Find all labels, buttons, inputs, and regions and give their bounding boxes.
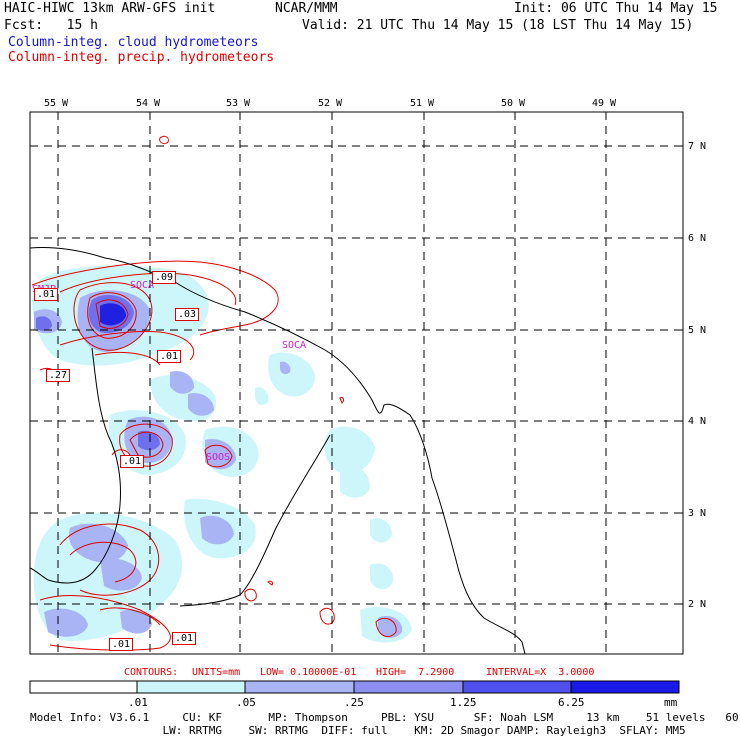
contour-label: .01 (34, 288, 59, 301)
colorbar-unit: mm (664, 696, 678, 709)
contour-label: .27 (46, 369, 71, 382)
lat-label: 4 N (688, 416, 707, 427)
lon-label: 49 W (592, 98, 617, 109)
colorbar-tick: .05 (236, 696, 256, 709)
contour-label: .01 (109, 638, 134, 651)
contour-label: .03 (175, 308, 200, 321)
lon-label: 54 W (136, 98, 161, 109)
lon-label: 55 W (44, 98, 69, 109)
lon-label: 53 W (226, 98, 251, 109)
lat-label: 3 N (688, 508, 707, 519)
colorbar (29, 680, 680, 694)
lon-label: 52 W (318, 98, 343, 109)
axis-ticks (57, 112, 683, 605)
lat-label: 7 N (688, 141, 707, 152)
colorbar-bin-1 (136, 680, 246, 694)
contour-interval: INTERVAL=X 3.0000 (486, 667, 595, 678)
contour-label: .01 (172, 632, 197, 645)
colorbar-tick: 1.25 (450, 696, 477, 709)
contour-high: HIGH= 7.2900 (376, 667, 455, 678)
field-precip-label: Column-integ. precip. hydrometeors (8, 50, 275, 65)
lon-label: 50 W (501, 98, 526, 109)
forecast-hour: Fcst: 15 h (4, 18, 98, 33)
colorbar-tick: .25 (344, 696, 364, 709)
contour-label: .01 (120, 455, 145, 468)
station-label: SOCA (130, 280, 155, 291)
contour-units: UNITS=mm (192, 667, 241, 678)
contour-label: .01 (157, 350, 182, 363)
colorbar-bin-3 (353, 680, 464, 694)
lat-label: 2 N (688, 599, 707, 610)
colorbar-tick: 6.25 (558, 696, 585, 709)
colorbar-bin-5 (570, 680, 680, 694)
field-cloud-label: Column-integ. cloud hydrometeors (8, 35, 259, 50)
latlon-grid (30, 112, 683, 654)
contour-header: CONTOURS: (124, 667, 179, 678)
station-label: SOOS (206, 452, 231, 463)
org-label: NCAR/MMM (275, 1, 338, 16)
colorbar-tick: .01 (128, 696, 148, 709)
contour-label: .09 (152, 271, 177, 284)
valid-time: Valid: 21 UTC Thu 14 May 15 (18 LST Thu … (302, 18, 694, 33)
lat-label: 6 N (688, 233, 707, 244)
lon-label: 51 W (410, 98, 435, 109)
colorbar-bin-2 (244, 680, 355, 694)
cloud-fill-core (100, 303, 126, 326)
init-time: Init: 06 UTC Thu 14 May 15 (514, 1, 718, 16)
contour-low: LOW= 0.10000E-01 (260, 667, 357, 678)
colorbar-bin-0 (29, 680, 138, 694)
model-info-line1: Model Info: V3.6.1 CU: KF MP: Thompson P… (30, 711, 740, 724)
lat-label: 5 N (688, 325, 707, 336)
colorbar-bin-4 (462, 680, 572, 694)
station-label: SOCA (282, 340, 307, 351)
model-info-line2: LW: RRTMG SW: RRTMG DIFF: full KM: 2D Sm… (30, 724, 686, 737)
model-title: HAIC-HIWC 13km ARW-GFS init (4, 1, 216, 16)
